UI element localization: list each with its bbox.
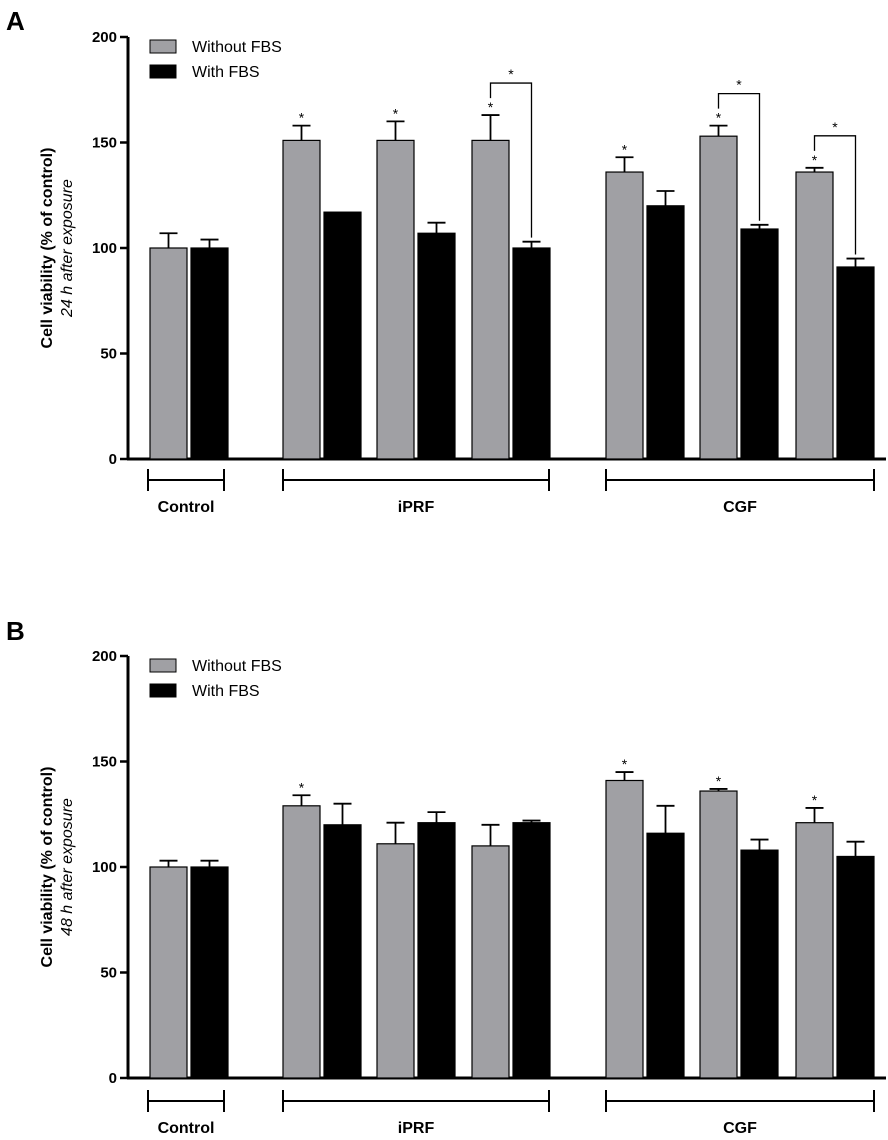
legend: Without FBS With FBS bbox=[149, 658, 282, 700]
bar-without-fbs bbox=[149, 247, 188, 460]
bar-with-fbs bbox=[836, 855, 875, 1079]
comparison-bracket bbox=[489, 82, 533, 238]
panel-letter: A bbox=[6, 6, 25, 36]
bar-with-fbs bbox=[646, 205, 685, 460]
group-label: CGF bbox=[723, 499, 757, 516]
significance-star: * bbox=[812, 152, 818, 168]
bar-without-fbs bbox=[795, 171, 834, 460]
legend-swatch-with-fbs bbox=[149, 64, 177, 79]
y-tick-label: 0 bbox=[109, 1070, 117, 1087]
legend-label-without-fbs: Without FBS bbox=[192, 658, 282, 675]
group-label: Control bbox=[158, 499, 215, 516]
bar-with-fbs bbox=[836, 266, 875, 460]
significance-star: * bbox=[299, 779, 305, 795]
group-label: Control bbox=[158, 1120, 215, 1137]
y-tick-label: 100 bbox=[92, 240, 117, 257]
bar-without-fbs bbox=[699, 790, 738, 1079]
legend-swatch-without-fbs bbox=[149, 658, 177, 673]
significance-star: * bbox=[716, 773, 722, 789]
bar-without-fbs bbox=[471, 139, 510, 460]
comparison-star: * bbox=[832, 119, 838, 135]
bar-without-fbs bbox=[149, 866, 188, 1079]
bar-with-fbs bbox=[190, 247, 229, 460]
y-axis-label: Cell viability (% of control) bbox=[39, 148, 56, 349]
y-axis-label: Cell viability (% of control) bbox=[39, 767, 56, 968]
y-tick-label: 200 bbox=[92, 648, 117, 665]
bar-without-fbs bbox=[795, 822, 834, 1079]
bar-with-fbs bbox=[323, 211, 362, 460]
bar-with-fbs bbox=[740, 849, 779, 1079]
comparison-star: * bbox=[736, 77, 742, 93]
y-tick-label: 0 bbox=[109, 451, 117, 468]
bar-without-fbs bbox=[282, 139, 321, 460]
significance-star: * bbox=[812, 792, 818, 808]
bar-with-fbs bbox=[417, 232, 456, 460]
bar-without-fbs bbox=[699, 135, 738, 460]
bar-without-fbs bbox=[376, 843, 415, 1079]
comparison-star: * bbox=[508, 66, 514, 82]
significance-star: * bbox=[622, 141, 628, 157]
y-tick-label: 150 bbox=[92, 135, 117, 152]
y-tick-label: 100 bbox=[92, 859, 117, 876]
bar-without-fbs bbox=[471, 845, 510, 1079]
legend-label-with-fbs: With FBS bbox=[192, 683, 260, 700]
bar-without-fbs bbox=[605, 779, 644, 1079]
legend-swatch-without-fbs bbox=[149, 39, 177, 54]
bar-without-fbs bbox=[605, 171, 644, 460]
bar-with-fbs bbox=[646, 832, 685, 1079]
comparison-bracket bbox=[717, 92, 761, 221]
bar-with-fbs bbox=[323, 824, 362, 1079]
group-label: iPRF bbox=[398, 499, 435, 516]
significance-star: * bbox=[299, 110, 305, 126]
y-axis-sublabel: 48 h after exposure bbox=[59, 798, 76, 936]
y-tick-label: 50 bbox=[100, 346, 117, 363]
legend: Without FBS With FBS bbox=[149, 39, 282, 81]
significance-star: * bbox=[393, 105, 399, 121]
bar-without-fbs bbox=[376, 139, 415, 460]
chart-panel-b: B 0 50 100 150 200 Cell viability (% of contro… bbox=[6, 616, 886, 1137]
legend-label-with-fbs: With FBS bbox=[192, 64, 260, 81]
y-axis-sublabel: 24 h after exposure bbox=[59, 179, 76, 318]
group-label: CGF bbox=[723, 1120, 757, 1137]
legend-label-without-fbs: Without FBS bbox=[192, 39, 282, 56]
chart-panel-a: A 0 50 100 150 200 Cell viability (% of contro… bbox=[6, 6, 886, 516]
bar-with-fbs bbox=[740, 228, 779, 460]
bar-with-fbs bbox=[190, 866, 229, 1079]
bar-with-fbs bbox=[512, 822, 551, 1079]
y-tick-label: 50 bbox=[100, 965, 117, 982]
significance-star: * bbox=[488, 99, 494, 115]
bar-with-fbs bbox=[417, 822, 456, 1079]
y-tick-label: 200 bbox=[92, 29, 117, 46]
group-label: iPRF bbox=[398, 1120, 435, 1137]
significance-star: * bbox=[622, 756, 628, 772]
comparison-bracket bbox=[813, 135, 857, 255]
legend-swatch-with-fbs bbox=[149, 683, 177, 698]
y-tick-label: 150 bbox=[92, 754, 117, 771]
significance-star: * bbox=[716, 110, 722, 126]
panel-letter: B bbox=[6, 616, 25, 646]
bar-with-fbs bbox=[512, 247, 551, 460]
bar-without-fbs bbox=[282, 805, 321, 1079]
